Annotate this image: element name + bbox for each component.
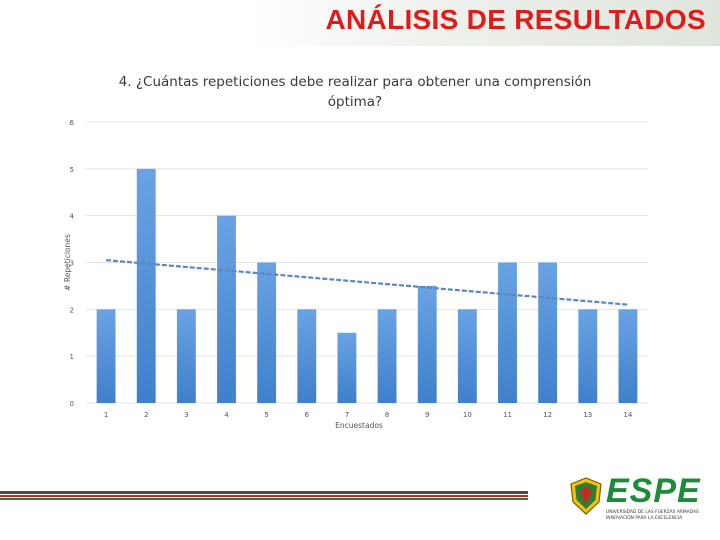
logo-subtitle-line1: UNIVERSIDAD DE LAS FUERZAS ARMADAS [606,510,699,515]
logo-wordmark: ESPE [606,472,701,510]
x-tick-label-8: 8 [385,411,389,419]
x-tick-label-11: 11 [503,411,512,419]
x-tick-label-14: 14 [623,411,632,419]
x-tick-label-1: 1 [104,411,108,419]
y-tick-label-3: 3 [70,260,74,268]
header-band [250,0,720,46]
trendline [105,259,629,306]
x-tick-label-10: 10 [463,411,472,419]
bar-2 [136,168,156,403]
x-tick-label-13: 13 [583,411,592,419]
x-tick-label-9: 9 [425,411,429,419]
university-crest-icon [570,477,602,515]
logo-subtitle-line2: INNOVACIÓN PARA LA EXCELENCIA [606,515,683,521]
y-axis-label: # Repeticiones [63,234,72,291]
bar-9 [417,285,437,403]
bar-1 [96,309,116,403]
bar-12 [538,262,558,403]
x-tick-label-7: 7 [345,411,349,419]
logo-subtitle: UNIVERSIDAD DE LAS FUERZAS ARMADAS INNOV… [606,510,710,521]
chart-title: 4. ¿Cuántas repeticiones debe realizar p… [118,74,592,110]
x-tick-label-4: 4 [224,411,229,419]
footer-stripe-green [0,498,528,500]
bar-10 [457,309,477,403]
bar-4 [217,215,236,403]
y-tick-label-2: 2 [70,306,74,314]
x-tick-label-2: 2 [144,411,148,419]
espe-logo: ESPE UNIVERSIDAD DE LAS FUERZAS ARMADAS … [568,472,710,524]
x-tick-label-5: 5 [264,411,268,419]
bar-11 [498,262,517,403]
y-tick-label-1: 1 [70,353,74,361]
bar-7 [337,332,357,403]
footer-stripe-dark [0,491,528,494]
slide-title: ANÁLISIS DE RESULTADOS [325,4,706,35]
y-tick-label-4: 4 [70,213,75,221]
y-tick-label-0: 0 [70,400,74,408]
bar-5 [257,262,277,403]
bar-3 [176,309,196,403]
x-tick-label-3: 3 [184,411,188,419]
y-tick-label-5: 5 [70,166,74,174]
y-tick-label-6: 6 [70,119,75,127]
bar-14 [618,309,638,403]
bar-6 [297,309,317,403]
bar-13 [578,309,598,403]
x-tick-label-12: 12 [543,411,552,419]
bar-8 [377,309,397,403]
x-axis-label: Encuestados [335,421,383,430]
x-tick-label-6: 6 [305,411,310,419]
footer-stripe-red [0,495,528,497]
